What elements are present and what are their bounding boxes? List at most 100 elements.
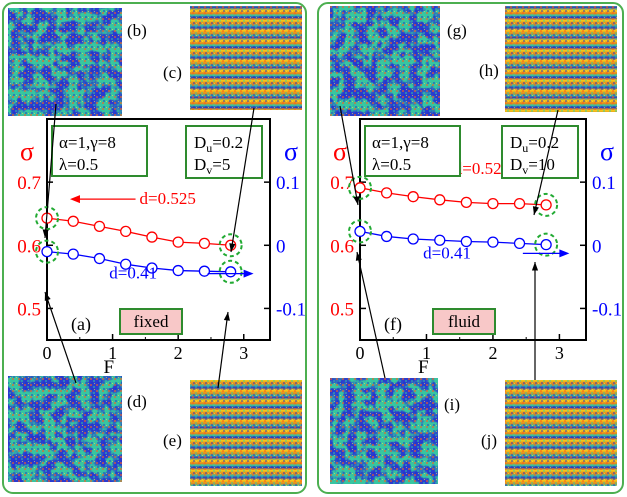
panel-label: (f)	[384, 314, 402, 335]
x-tick-label: 1	[422, 343, 431, 363]
data-point-blue	[224, 266, 237, 278]
x-tick-label: 3	[555, 343, 564, 363]
params-line-2: λ=0.5	[59, 155, 98, 174]
data-point-red	[434, 194, 446, 206]
params-line-1: α=1,γ=8	[59, 133, 116, 152]
data-point-red	[513, 197, 526, 210]
data-point-blue	[67, 248, 79, 260]
highlight-circle	[218, 233, 243, 258]
inset-connector	[44, 291, 77, 384]
data-point-blue	[93, 252, 106, 265]
panel-fixed: (b) (c) (d) (e) 0 1 2 3 F 0.5 0.6 0.7 σ -0.1 0 0.1 σ d=0.…	[8, 6, 306, 486]
data-point-blue	[513, 237, 526, 250]
data-point-blue	[146, 262, 158, 274]
inset-connector	[230, 107, 255, 253]
data-point-red	[198, 237, 211, 250]
pattern-inset: (d)	[8, 376, 147, 482]
y-left-axis-label: σ	[20, 137, 34, 166]
x-axis-label: F	[104, 357, 115, 378]
inset-noise	[190, 380, 302, 486]
inset-connector	[339, 105, 359, 206]
highlight-circle	[348, 175, 372, 200]
y-left-tick-label: 0.5	[330, 299, 354, 320]
connector-arrow-head	[42, 229, 49, 238]
diffusion-v: Dv=5	[194, 155, 230, 177]
annotation-blue: d=0.41	[423, 243, 471, 262]
x-tick-label: 2	[174, 343, 183, 363]
connector-arrow-head	[532, 206, 539, 215]
inset-label: (j)	[481, 431, 497, 450]
arrow-head	[559, 249, 570, 258]
data-point-blue	[540, 239, 552, 251]
highlight-circle	[348, 219, 372, 244]
connector-arrow-head	[355, 252, 362, 261]
y-right-tick-label: 0	[592, 236, 602, 257]
x-tick-label: 0	[356, 343, 365, 363]
y-right-tick-label: -0.1	[592, 299, 622, 320]
y-right-axis-label: σ	[600, 137, 614, 166]
pattern-inset: (g)	[330, 6, 467, 116]
highlight-circle	[35, 239, 59, 264]
y-left-tick-label: 0.6	[17, 236, 41, 257]
y-right-axis-label: σ	[284, 137, 298, 166]
y-left-tick-label: 0.6	[330, 236, 354, 257]
left-frame	[2, 2, 307, 494]
annotation-red: d=0.525	[140, 189, 196, 208]
right-frame	[317, 2, 624, 494]
data-point-red	[146, 231, 158, 243]
inset-label: (c)	[163, 63, 182, 82]
data-point-red	[172, 236, 184, 248]
highlight-circle	[534, 232, 559, 257]
inset-noise	[8, 376, 122, 482]
data-point-blue	[41, 245, 53, 258]
x-axis-label: F	[418, 357, 429, 378]
mode-tag	[432, 308, 496, 335]
pattern-inset: (e)	[163, 380, 302, 486]
mode-tag-label: fluid	[448, 312, 481, 331]
data-point-blue	[198, 265, 211, 277]
data-point-blue	[354, 225, 366, 238]
params-line-2: λ=0.5	[372, 155, 411, 174]
inset-noise	[190, 6, 302, 110]
connector-arrow-head	[353, 196, 360, 205]
panel-label: (a)	[71, 314, 91, 335]
params-line-1: α=1,γ=8	[372, 133, 429, 152]
data-point-red	[93, 220, 106, 232]
pattern-inset: (c)	[163, 6, 302, 110]
y-left-tick-label: 0.7	[330, 173, 354, 194]
mode-tag-label: fixed	[134, 312, 169, 331]
inset-connector	[356, 251, 386, 379]
inset-label: (d)	[127, 392, 147, 411]
x-tick-label: 0	[43, 343, 52, 363]
y-right-tick-label: 0	[276, 236, 286, 257]
pattern-inset: (i)	[330, 378, 460, 484]
inset-label: (b)	[127, 21, 147, 40]
data-point-red	[540, 199, 552, 211]
y-left-tick-label: 0.7	[17, 173, 41, 194]
x-tick-label: 3	[239, 343, 248, 363]
inset-noise	[330, 378, 438, 484]
inset-label: (h)	[479, 61, 499, 80]
y-right-tick-label: 0.1	[592, 173, 616, 194]
connector-arrow-head	[531, 262, 539, 271]
inset-label: (i)	[444, 395, 460, 414]
data-point-red	[487, 197, 499, 210]
inset-noise	[8, 8, 122, 116]
pattern-inset: (h)	[479, 6, 617, 112]
data-point-blue	[120, 258, 132, 270]
inset-connector	[217, 311, 229, 389]
data-point-blue	[487, 236, 499, 248]
annotation-blue: d=0.41	[109, 264, 157, 283]
y-right-tick-label: 0.1	[276, 173, 300, 194]
params-box	[51, 125, 148, 177]
connector-arrow-head	[223, 312, 230, 321]
y-left-tick-label: 0.5	[17, 299, 41, 320]
highlight-circle	[534, 192, 559, 217]
data-point-blue	[380, 230, 393, 243]
diffusion-v: Dv=10	[510, 155, 555, 177]
arrow-head	[243, 269, 254, 278]
data-point-red	[354, 182, 366, 194]
pattern-inset: (b)	[8, 8, 147, 116]
panel-fluid: (g) (h) (i) (j) 0 1 2 3 F 0.5 0.6 0.7 σ -0.1 0 0.1 σ d=0.…	[330, 6, 622, 486]
data-point-red	[407, 191, 419, 203]
